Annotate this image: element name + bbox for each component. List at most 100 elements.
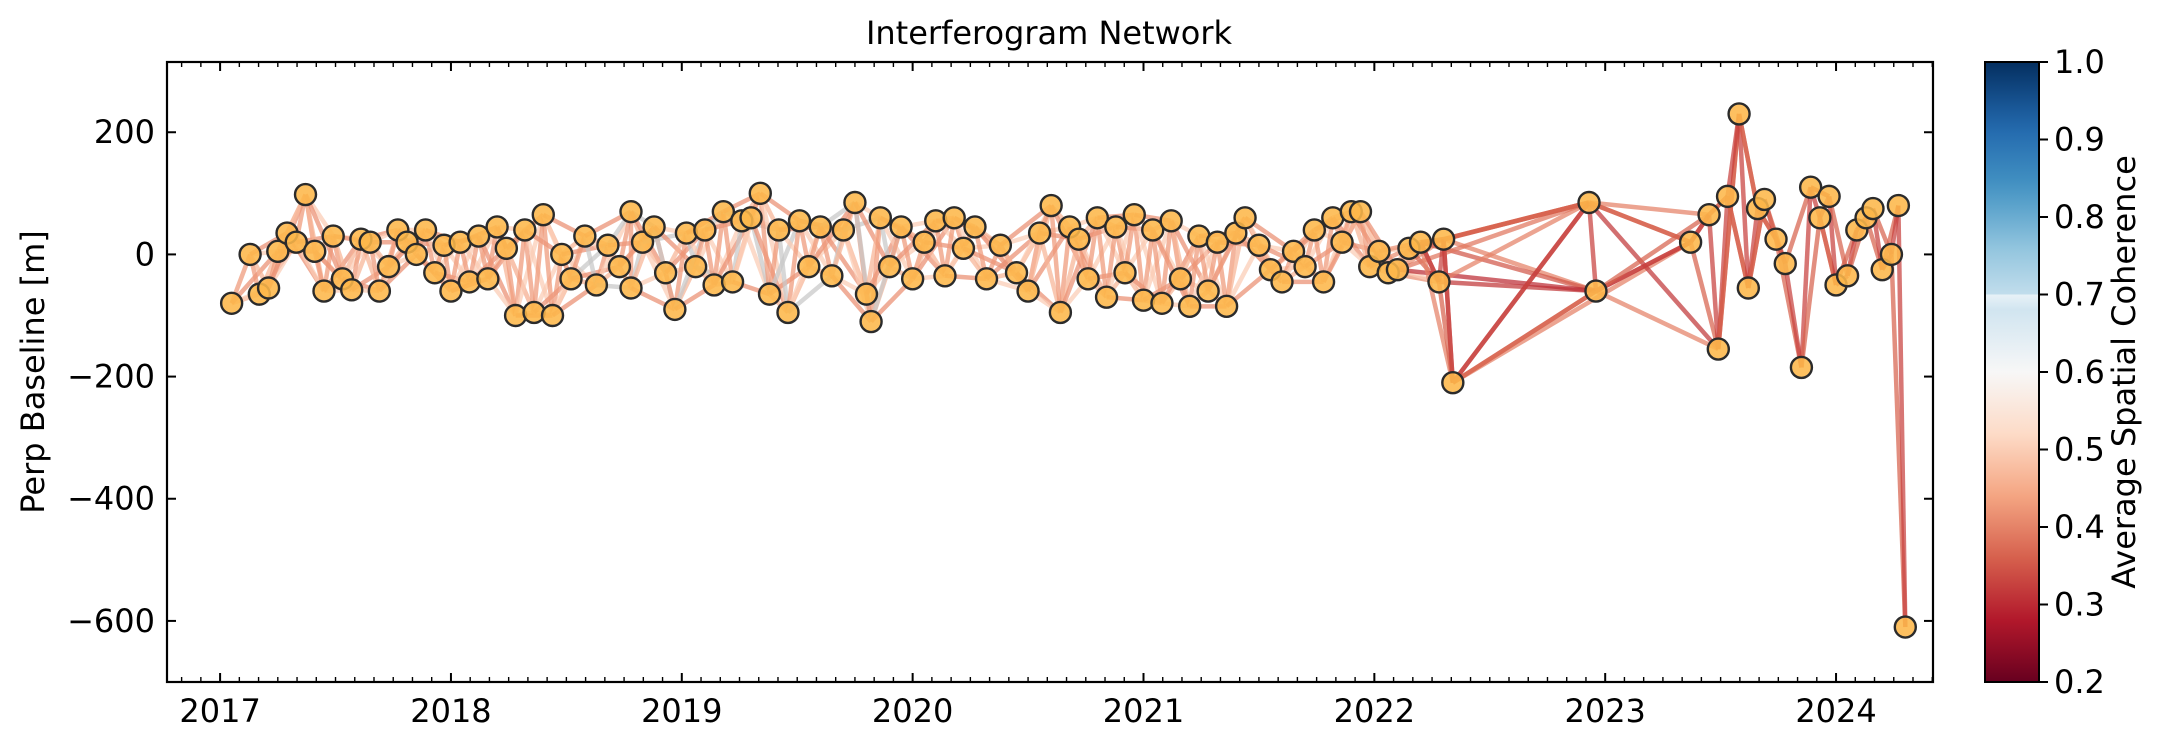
acquisition-node: [797, 254, 821, 279]
acquisition-node: [1727, 102, 1751, 126]
acquisition-node: [1293, 254, 1317, 279]
acquisition-node: [404, 242, 429, 267]
interferogram-link: [758, 193, 772, 295]
acquisition-node: [1302, 218, 1327, 242]
acquisition-node: [1016, 279, 1040, 303]
acquisition-node: [1893, 615, 1917, 639]
acquisition-node: [900, 267, 925, 291]
acquisition-node: [321, 224, 345, 248]
colorbar-label: Average Spatial Coherence: [2105, 155, 2143, 589]
acquisition-node: [868, 206, 893, 230]
acquisition-node: [1122, 203, 1146, 227]
acquisition-node: [933, 264, 957, 288]
acquisition-node: [1879, 242, 1904, 267]
interferogram-link: [1451, 289, 1598, 385]
interferogram-link: [1594, 212, 1711, 293]
acquisition-node: [963, 215, 987, 239]
acquisition-node: [1367, 239, 1391, 264]
x-tick-label: 2024: [1795, 692, 1876, 730]
acquisition-node: [1715, 184, 1740, 209]
acquisition-node: [757, 282, 782, 306]
interferogram-link: [776, 229, 791, 313]
interferogram-link: [1132, 214, 1146, 301]
colorbar-upper-band: [1986, 63, 2038, 295]
acquisition-node: [312, 279, 336, 303]
acquisition-node: [476, 267, 500, 291]
acquisition-node: [293, 182, 318, 207]
acquisition-node: [630, 230, 655, 254]
acquisition-node: [1584, 279, 1608, 303]
interferogram-link: [1104, 226, 1119, 298]
interferogram-links: [229, 113, 1908, 628]
acquisition-node: [1441, 370, 1465, 395]
acquisition-node: [642, 215, 666, 239]
acquisition-node: [1311, 270, 1336, 294]
colorbar-tick-label: 0.4: [2054, 508, 2105, 546]
acquisition-node: [1678, 230, 1703, 254]
acquisition-node: [1076, 267, 1100, 291]
interferogram-link: [1588, 200, 1710, 217]
y-axis-label: Perp Baseline [m]: [14, 230, 52, 513]
y-tick-label: −400: [67, 480, 155, 518]
acquisition-node: [942, 206, 966, 230]
acquisition-node: [683, 254, 708, 279]
acquisition-node: [1861, 196, 1885, 221]
interferogram-link: [1736, 113, 1760, 210]
acquisition-node: [1113, 261, 1137, 285]
interferogram-link: [1799, 217, 1823, 368]
acquisition-node: [1004, 261, 1029, 285]
interferogram-link: [1443, 200, 1590, 242]
x-tick-label: 2019: [641, 692, 722, 730]
acquisition-node: [787, 209, 812, 233]
acquisition-node: [1706, 337, 1731, 361]
acquisition-node: [513, 218, 537, 242]
x-tick-label: 2020: [872, 692, 953, 730]
acquisition-node: [653, 261, 678, 285]
acquisition-node: [1214, 294, 1239, 319]
interferogram-link: [1095, 217, 1109, 298]
interferogram-link: [767, 219, 802, 295]
acquisition-node: [1408, 230, 1433, 254]
acquisition-node: [776, 300, 800, 325]
acquisition-node: [843, 190, 867, 215]
acquisition-node: [912, 230, 936, 254]
acquisition-node: [1330, 230, 1354, 254]
acquisition-node: [1773, 251, 1797, 276]
acquisition-node: [584, 273, 609, 297]
colorbar-tick-label: 0.6: [2054, 353, 2105, 391]
interferogram-link: [1159, 220, 1174, 304]
interferogram-link: [1783, 186, 1813, 265]
acquisition-node: [573, 224, 597, 248]
acquisition-node: [1159, 209, 1183, 233]
x-tick-label: 2017: [179, 692, 260, 730]
x-tick-label: 2022: [1334, 692, 1415, 730]
interferogram-link: [522, 229, 537, 313]
colorbar-ticks: 1.0 0.9 0.8 0.7 0.6 0.5 0.4 0.3 0.2: [2039, 43, 2105, 701]
acquisition-node: [693, 218, 717, 242]
interferogram-link: [541, 214, 555, 316]
interferogram-link: [1896, 205, 1908, 628]
acquisition-node: [1764, 227, 1788, 251]
acquisition-node: [494, 236, 519, 261]
colorbar-tick-label: 0.7: [2054, 276, 2105, 314]
acquisition-node: [739, 206, 763, 230]
interferogram-link: [1451, 201, 1591, 385]
acquisition-node: [1697, 203, 1721, 227]
acquisition-node: [889, 215, 913, 239]
acquisition-node: [1067, 227, 1091, 251]
acquisition-node: [859, 309, 883, 334]
acquisition-node: [540, 303, 565, 328]
interferogram-link: [1037, 232, 1063, 314]
interferogram-link: [1048, 205, 1063, 313]
axes: 2017 2018 2019 2020 2021 2022 2023 2024 200 0 −200…: [67, 62, 1933, 730]
y-tick-label: −600: [67, 602, 155, 640]
acquisition-node: [466, 224, 491, 248]
y-tick-label: 0: [135, 235, 155, 273]
acquisition-node: [596, 233, 620, 257]
interferogram-link: [1736, 113, 1751, 289]
acquisition-node: [550, 242, 574, 267]
interferogram-link: [868, 217, 883, 322]
acquisition-node: [831, 218, 856, 242]
interferogram-link: [513, 229, 528, 316]
colorbar-tick-label: 0.2: [2054, 663, 2105, 701]
